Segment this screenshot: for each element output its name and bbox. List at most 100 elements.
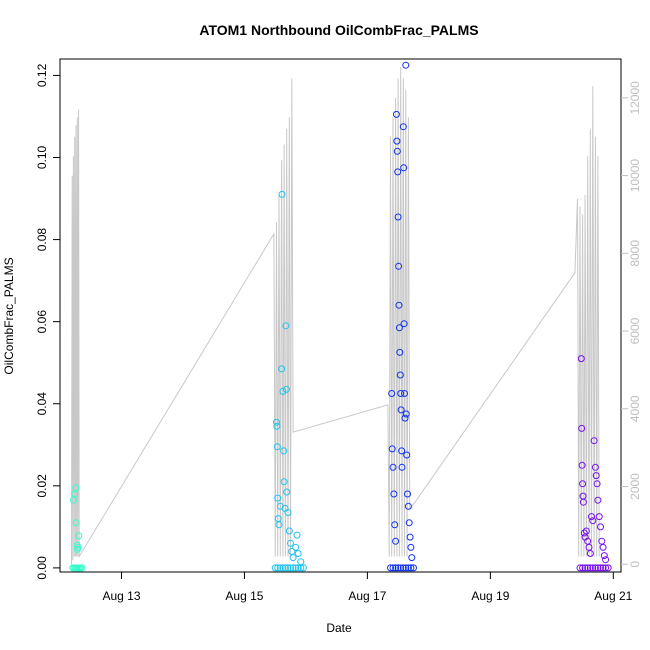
data-point-s1-25 — [282, 322, 290, 330]
data-point-s1-26 — [282, 385, 290, 393]
data-point-s3-13 — [578, 424, 586, 432]
data-point-s1-7 — [289, 564, 297, 572]
data-point-s1-22 — [280, 447, 288, 455]
data-point-s3-14 — [578, 461, 586, 469]
y-axis: 0.00 0.02 0.04 0.06 0.08 0.10 0.12 — [35, 63, 60, 580]
data-point-s1-27 — [283, 488, 291, 496]
data-point-s3-5 — [589, 564, 597, 572]
data-point-s1-2 — [276, 564, 284, 572]
data-point-s2-11 — [388, 445, 396, 453]
data-point-s2-28 — [398, 447, 406, 455]
data-point-s3-36 — [602, 556, 610, 564]
data-point-s1-17 — [275, 521, 283, 529]
data-point-s1-9 — [294, 564, 302, 572]
data-point-s2-8 — [407, 564, 415, 572]
data-point-s2-37 — [403, 451, 411, 459]
data-point-s1-23 — [280, 478, 288, 486]
data-point-s3-8 — [597, 564, 604, 572]
x-axis: Aug 13 Aug 15 Aug 17 Aug 19 Aug 21 — [102, 572, 633, 603]
data-point-s1-8 — [292, 564, 300, 572]
data-point-s3-15 — [579, 480, 587, 488]
data-point-s2-9 — [410, 564, 417, 572]
data-point-s1-5 — [284, 564, 292, 572]
data-point-s3-6 — [591, 564, 599, 572]
y2-tick-label-5: 10000 — [628, 159, 642, 193]
data-point-s3-34 — [599, 543, 607, 551]
data-point-s3-32 — [597, 523, 604, 531]
data-point-s2-22 — [395, 301, 403, 309]
data-point-s1-36 — [297, 558, 305, 566]
x-tick-label-2: Aug 17 — [348, 589, 386, 603]
data-point-s1-13 — [273, 422, 281, 430]
data-point-s1-3 — [279, 564, 287, 572]
data-point-s2-35 — [402, 61, 410, 69]
data-point-s1-14 — [273, 443, 281, 451]
x-tick-label-0: Aug 13 — [102, 589, 140, 603]
data-point-s3-33 — [598, 537, 606, 545]
x-tick-label-1: Aug 15 — [225, 589, 263, 603]
data-point-s0-14 — [75, 532, 83, 540]
data-point-s3-28 — [592, 472, 600, 480]
data-point-s1-30 — [287, 539, 294, 547]
y-tick-label-5: 0.10 — [35, 145, 49, 169]
data-point-s2-18 — [393, 147, 401, 155]
data-point-s3-20 — [582, 527, 590, 535]
data-point-s2-10 — [388, 390, 396, 397]
y2-tick-label-3: 6000 — [628, 317, 642, 344]
chart-title: ATOM1 Northbound OilCombFrac_PALMS — [199, 22, 478, 38]
data-point-s3-2 — [581, 564, 589, 572]
data-point-s0-11 — [72, 519, 80, 527]
y2-tick-label-4: 8000 — [628, 240, 642, 267]
data-point-s0-15 — [74, 545, 81, 553]
x-tick-label-3: Aug 19 — [471, 589, 509, 603]
data-point-s2-34 — [401, 414, 409, 422]
data-point-s3-27 — [591, 463, 599, 471]
data-point-s3-1 — [579, 564, 587, 572]
data-point-s2-14 — [391, 521, 399, 529]
data-point-s1-21 — [279, 387, 287, 395]
y-tick-label-3: 0.06 — [35, 310, 49, 334]
data-point-s2-15 — [392, 537, 400, 545]
data-point-s1-4 — [281, 564, 289, 572]
data-point-s0-7 — [78, 564, 86, 572]
data-point-s2-20 — [394, 213, 402, 221]
data-point-s2-3 — [394, 564, 402, 572]
data-point-s2-1 — [389, 564, 397, 572]
points-layer — [69, 61, 612, 572]
x-axis-label: Date — [326, 621, 352, 635]
data-point-s1-1 — [274, 564, 282, 572]
data-point-s2-13 — [390, 490, 398, 498]
y-axis-label: OilCombFrac_PALMS — [2, 257, 16, 374]
data-point-s2-43 — [408, 554, 416, 562]
data-point-s0-10 — [72, 484, 80, 492]
data-point-s2-6 — [402, 564, 410, 572]
data-point-s2-2 — [392, 564, 400, 572]
data-point-s2-21 — [395, 262, 403, 270]
data-point-s2-16 — [392, 110, 400, 118]
data-point-s1-19 — [278, 365, 286, 373]
data-point-s2-42 — [407, 543, 415, 551]
data-point-s3-7 — [594, 564, 602, 572]
data-point-s3-11 — [604, 564, 612, 572]
data-point-s3-18 — [580, 529, 588, 537]
y-tick-label-0: 0.00 — [35, 556, 49, 580]
data-point-s3-23 — [586, 550, 594, 557]
data-point-s2-31 — [400, 164, 408, 172]
y-tick-label-2: 0.04 — [35, 392, 49, 416]
y-tick-label-4: 0.08 — [35, 228, 49, 252]
data-point-s3-29 — [593, 480, 601, 488]
y2-axis: 0 2000 4000 6000 8000 10000 12000 — [621, 81, 642, 568]
y2-tick-label-0: 0 — [628, 561, 642, 568]
data-point-s1-15 — [274, 494, 282, 502]
data-point-s1-34 — [293, 531, 301, 539]
y2-tick-label-1: 2000 — [628, 473, 642, 500]
data-point-s3-0 — [576, 564, 584, 572]
y-tick-label-6: 0.12 — [35, 63, 49, 87]
data-point-s2-23 — [395, 324, 403, 332]
plot-frame — [59, 58, 622, 573]
y2-tick-label-2: 4000 — [628, 395, 642, 422]
x-tick-label-4: Aug 21 — [594, 589, 632, 603]
y2-tick-label-6: 12000 — [628, 81, 642, 115]
data-point-s2-24 — [396, 348, 404, 356]
